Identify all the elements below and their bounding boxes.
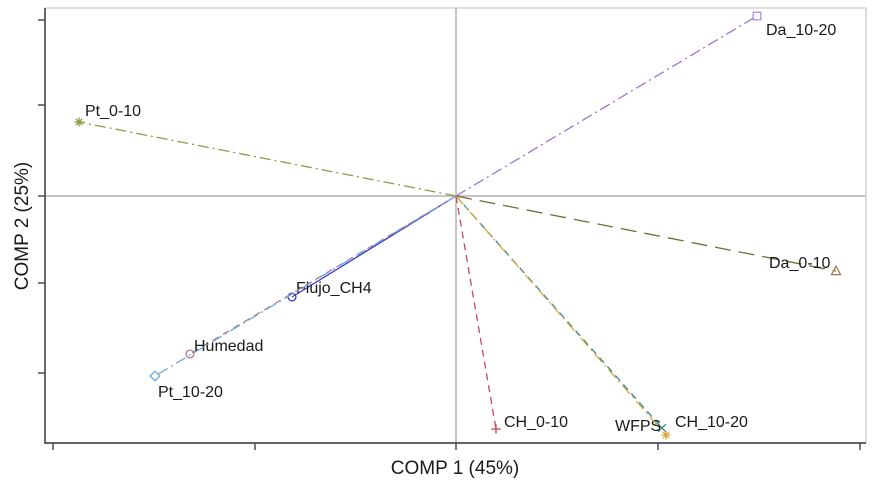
point-label-CH_0-10: CH_0-10: [504, 414, 568, 431]
point-label-Da_0-10: Da_0-10: [769, 255, 830, 272]
plot-frame-axes: [44, 8, 866, 444]
plot-generated-layer: Pt_0-10 Da_10-20 Da_0-10 Flujo_CH4 Humedad Pt…: [38, 7, 867, 450]
marker-diamond: [149, 370, 161, 382]
vector-line-Da_10-20: [455, 15, 758, 197]
marker-asterisk: [661, 430, 671, 440]
plot-frame-light: [45, 7, 867, 443]
point-label-CH_10-20: CH_10-20: [675, 414, 748, 431]
marker-triangle: [830, 264, 842, 276]
vector-line-CH_0-10: [455, 195, 497, 430]
vector-line-Pt_10-20: [154, 195, 457, 377]
point-label-Pt_0-10: Pt_0-10: [85, 103, 141, 120]
marker-x: [657, 423, 667, 433]
vector-line-Flujo_CH4: [291, 195, 457, 298]
point-label-Pt_10-20: Pt_10-20: [158, 384, 223, 401]
marker-circle: [185, 349, 195, 359]
point-label-Flujo_CH4: Flujo_CH4: [296, 280, 372, 297]
y-axis-label: COMP 2 (25%): [12, 162, 33, 290]
marker-plus: [491, 424, 501, 434]
point-label-Humedad: Humedad: [194, 338, 263, 355]
x-axis-label: COMP 1 (45%): [391, 458, 519, 479]
point-label-Da_10-20: Da_10-20: [766, 22, 836, 39]
marker-square: [752, 11, 762, 21]
marker-asterisk: [74, 117, 84, 127]
vector-line-Pt_0-10: [78, 121, 457, 197]
point-label-WFPS: WFPS: [615, 418, 661, 435]
vector-line-Da_0-10: [455, 195, 837, 272]
